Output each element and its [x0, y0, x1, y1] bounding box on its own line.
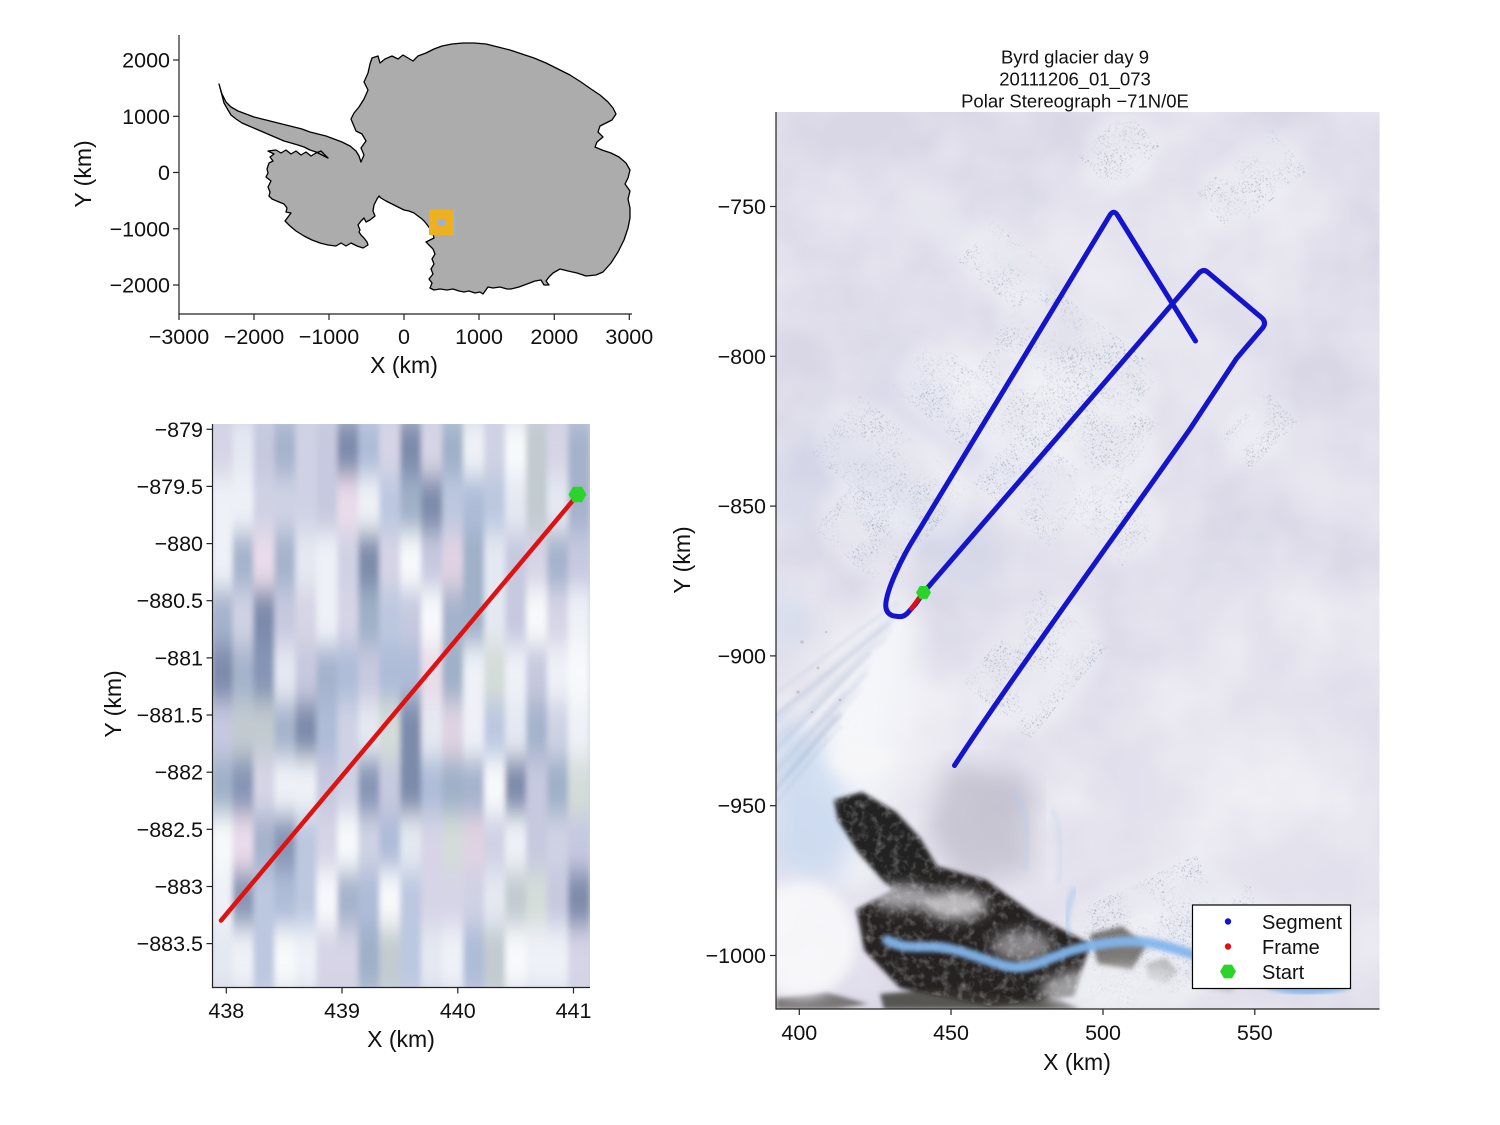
svg-text:−750: −750: [718, 195, 766, 219]
svg-text:−1000: −1000: [110, 217, 170, 241]
svg-text:Y (km): Y (km): [669, 526, 695, 593]
svg-text:1000: 1000: [122, 105, 170, 129]
svg-text:438: 438: [208, 999, 244, 1023]
svg-text:−882: −882: [155, 761, 203, 785]
svg-text:−3000: −3000: [149, 325, 209, 349]
svg-text:0: 0: [398, 325, 410, 349]
svg-text:450: 450: [933, 1021, 969, 1045]
svg-text:−879: −879: [155, 418, 203, 442]
svg-text:439: 439: [324, 999, 360, 1023]
svg-text:Byrd glacier day 9: Byrd glacier day 9: [1001, 47, 1149, 68]
svg-text:X (km): X (km): [367, 1026, 435, 1052]
svg-text:−900: −900: [718, 644, 766, 668]
svg-text:Y (km): Y (km): [100, 670, 126, 737]
svg-text:−880: −880: [155, 532, 203, 556]
svg-text:2000: 2000: [530, 325, 578, 349]
svg-text:2000: 2000: [122, 49, 170, 73]
svg-text:0: 0: [158, 161, 170, 185]
svg-text:−881: −881: [155, 646, 203, 670]
svg-text:Start: Start: [1262, 962, 1305, 984]
svg-text:400: 400: [781, 1021, 817, 1045]
svg-text:20111206_01_073: 20111206_01_073: [999, 69, 1151, 91]
svg-text:−800: −800: [718, 345, 766, 369]
svg-text:3000: 3000: [605, 325, 653, 349]
svg-text:Segment: Segment: [1262, 912, 1342, 934]
svg-text:500: 500: [1085, 1021, 1121, 1045]
svg-text:−879.5: −879.5: [137, 475, 203, 499]
svg-text:−883.5: −883.5: [137, 932, 203, 956]
svg-text:441: 441: [556, 999, 592, 1023]
svg-text:−1000: −1000: [706, 944, 766, 968]
svg-text:−2000: −2000: [110, 274, 170, 298]
svg-text:−850: −850: [718, 495, 766, 519]
svg-text:−950: −950: [718, 794, 766, 818]
svg-text:−1000: −1000: [299, 325, 359, 349]
svg-text:1000: 1000: [455, 325, 503, 349]
svg-text:X (km): X (km): [370, 352, 438, 378]
svg-text:Y (km): Y (km): [70, 140, 96, 207]
svg-text:−2000: −2000: [224, 325, 284, 349]
svg-text:Polar Stereograph −71N/0E: Polar Stereograph −71N/0E: [961, 91, 1189, 112]
svg-text:X (km): X (km): [1043, 1049, 1111, 1075]
svg-text:−882.5: −882.5: [137, 818, 203, 842]
svg-text:550: 550: [1237, 1021, 1273, 1045]
svg-text:Frame: Frame: [1262, 937, 1320, 959]
svg-text:−880.5: −880.5: [137, 589, 203, 613]
svg-text:440: 440: [440, 999, 476, 1023]
svg-text:−881.5: −881.5: [137, 704, 203, 728]
svg-text:−883: −883: [155, 875, 203, 899]
